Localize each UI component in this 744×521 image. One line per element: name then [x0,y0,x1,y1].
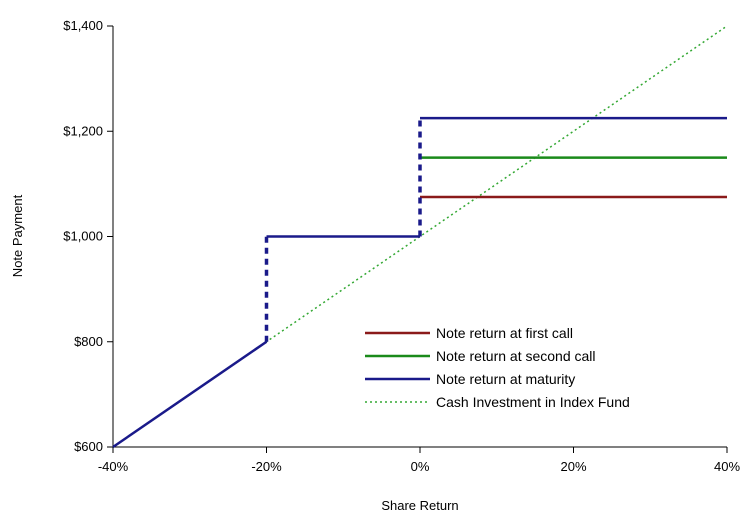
series-segment [112,340,268,449]
series-line [112,116,727,449]
y-tick-label: $800 [74,334,103,349]
legend-label: Note return at second call [436,348,596,364]
x-tick-label: -40% [98,459,129,474]
x-tick-label: 40% [714,459,740,474]
x-tick-label: 20% [560,459,586,474]
legend-label: Note return at first call [436,325,573,341]
x-tick-label: -20% [251,459,282,474]
ticks: $600 $800 $1,000 $1,200 $1,400 -40% -20% 0% 20% 4… [63,18,740,474]
x-tick-label: 0% [411,459,430,474]
y-tick-label: $600 [74,439,103,454]
series-group [112,25,728,449]
y-tick-label: $1,000 [63,229,103,244]
y-tick-label: $1,400 [63,18,103,33]
legend-label: Cash Investment in Index Fund [436,394,630,410]
series-line [112,25,728,448]
x-axis-title: Share Return [381,498,458,513]
y-axis-title: Note Payment [10,194,25,277]
series-segment [112,25,728,448]
legend-label: Note return at maturity [436,371,575,387]
y-tick-label: $1,200 [63,123,103,138]
legend: Note return at first call Note return at … [365,325,630,410]
